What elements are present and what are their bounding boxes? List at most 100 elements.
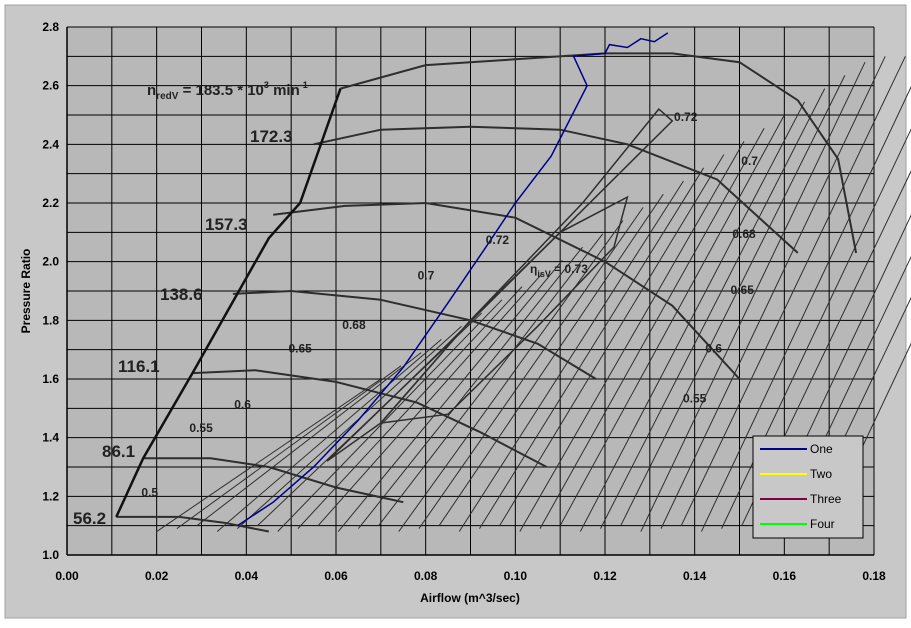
efficiency-label: 0.6 <box>234 397 251 411</box>
series-lines <box>236 32 669 527</box>
map-speed-hatch <box>640 61 866 532</box>
efficiency-label: 0.72 <box>674 110 698 124</box>
speed-symbol: n <box>147 82 156 99</box>
legend-label-one: One <box>810 442 833 456</box>
map-speed-hatch <box>458 180 684 532</box>
x-tick-label: 0.00 <box>55 569 79 583</box>
speed-line <box>143 457 404 504</box>
map-speed-hatch <box>700 86 911 532</box>
speed-symbol-sub: redV <box>156 91 179 102</box>
compressor-map <box>115 52 911 533</box>
map-speed-hatch <box>620 75 846 526</box>
speed-line <box>340 52 858 254</box>
efficiency-label: 0.6 <box>705 342 722 356</box>
map-speed-hatch <box>680 56 906 526</box>
efficiency-symbol-sub: isV <box>537 269 551 279</box>
legend-label-four: Four <box>810 517 835 531</box>
map-speed-hatch <box>438 193 664 526</box>
efficiency-label: 0.55 <box>683 391 707 405</box>
speed-unit: min <box>269 82 300 99</box>
efficiency-label: 0.72 <box>486 233 510 247</box>
efficiency-island <box>326 108 674 462</box>
y-tick-label: 2.8 <box>42 20 59 34</box>
efficiency-label: 0.68 <box>732 227 756 241</box>
x-tick-label: 0.10 <box>504 569 528 583</box>
efficiency-value: = 0.73 <box>551 262 588 276</box>
efficiency-label: 0.65 <box>731 283 755 297</box>
speed-line <box>116 515 269 533</box>
y-tick-label: 2.0 <box>42 255 59 269</box>
x-tick-label: 0.12 <box>593 569 617 583</box>
map-speed-hatch <box>479 167 705 529</box>
speed-line <box>232 289 597 380</box>
x-tick-label: 0.16 <box>773 569 797 583</box>
legend-item-one: One <box>760 442 833 456</box>
speed-label: 138.6 <box>160 285 203 304</box>
map-speed-hatch <box>600 88 826 529</box>
map-speed-hatch <box>216 339 442 532</box>
x-tick-label: 0.18 <box>862 569 886 583</box>
map-speed-hatch <box>196 352 422 527</box>
speed-label: 116.1 <box>118 357 160 376</box>
speed-label: 86.1 <box>102 442 135 461</box>
map-speed-hatch <box>358 246 583 529</box>
speed-line <box>192 369 548 468</box>
y-tick-label: 2.6 <box>42 79 59 93</box>
x-tick-label: 0.06 <box>324 569 348 583</box>
legend-label-three: Three <box>810 492 842 506</box>
y-tick-label: 2.2 <box>42 196 59 210</box>
legend-item-four: Four <box>760 517 835 531</box>
y-tick-label: 1.0 <box>42 548 59 562</box>
efficiency-label: 0.55 <box>189 421 213 435</box>
map-speed-hatch <box>237 325 462 529</box>
efficiency-symbol: η <box>530 262 537 276</box>
efficiency-label: 0.7 <box>418 268 435 282</box>
y-tick-label: 1.8 <box>42 313 59 327</box>
y-axis-title: Pressure Ratio <box>19 249 33 334</box>
map-speed-hatch <box>176 365 402 530</box>
axes: 0.00 0.02 0.04 0.06 0.08 0.10 0.12 0.14 0.16 0.18… <box>42 20 886 583</box>
speed-label: 56.2 <box>73 509 106 528</box>
max-speed-label: nredV = 183.5 * 103 min-1 <box>147 80 308 102</box>
map-speed-hatch <box>257 312 483 527</box>
y-tick-label: 1.2 <box>42 489 59 503</box>
y-tick-label: 1.6 <box>42 372 59 386</box>
x-tick-label: 0.08 <box>414 569 438 583</box>
series-line-one <box>236 32 669 527</box>
y-tick-label: 2.4 <box>42 137 59 151</box>
map-labels: 172.3 157.3 138.6 116.1 86.1 56.2 nredV = 183.… <box>73 80 758 528</box>
legend-box <box>752 435 864 539</box>
efficiency-label: 0.5 <box>141 485 158 499</box>
speed-line <box>273 201 741 380</box>
legend-label-two: Two <box>810 467 832 481</box>
speed-line <box>313 125 799 254</box>
map-speed-hatch <box>418 207 644 529</box>
x-tick-label: 0.04 <box>235 569 259 583</box>
speed-label: 172.3 <box>250 127 293 146</box>
efficiency-label: 0.65 <box>288 342 312 356</box>
map-speed-hatch <box>337 259 563 532</box>
map-speed-hatch <box>398 220 624 532</box>
map-speed-hatch <box>660 56 886 529</box>
map-speed-hatch <box>156 378 382 532</box>
legend: One Two Three Four <box>752 435 864 539</box>
map-speed-hatch <box>559 114 785 526</box>
map-speed-hatch <box>539 127 765 529</box>
efficiency-label: 0.68 <box>342 318 366 332</box>
legend-item-three: Three <box>760 492 842 506</box>
speed-exponent: 3 <box>264 80 269 90</box>
efficiency-label: 0.7 <box>741 154 758 168</box>
speed-label: 157.3 <box>205 215 248 234</box>
x-tick-label: 0.14 <box>683 569 707 583</box>
efficiency-peak-label: ηisV = 0.73 <box>530 262 588 279</box>
x-axis-title: Airflow (m^3/sec) <box>420 591 520 605</box>
x-tick-label: 0.02 <box>145 569 169 583</box>
map-speed-hatch <box>277 299 503 532</box>
map-speed-hatch <box>378 233 604 526</box>
legend-item-two: Two <box>760 467 832 481</box>
map-speed-hatch <box>317 273 543 526</box>
map-speed-hatch <box>499 154 725 526</box>
speed-unit-exponent: -1 <box>300 80 308 90</box>
